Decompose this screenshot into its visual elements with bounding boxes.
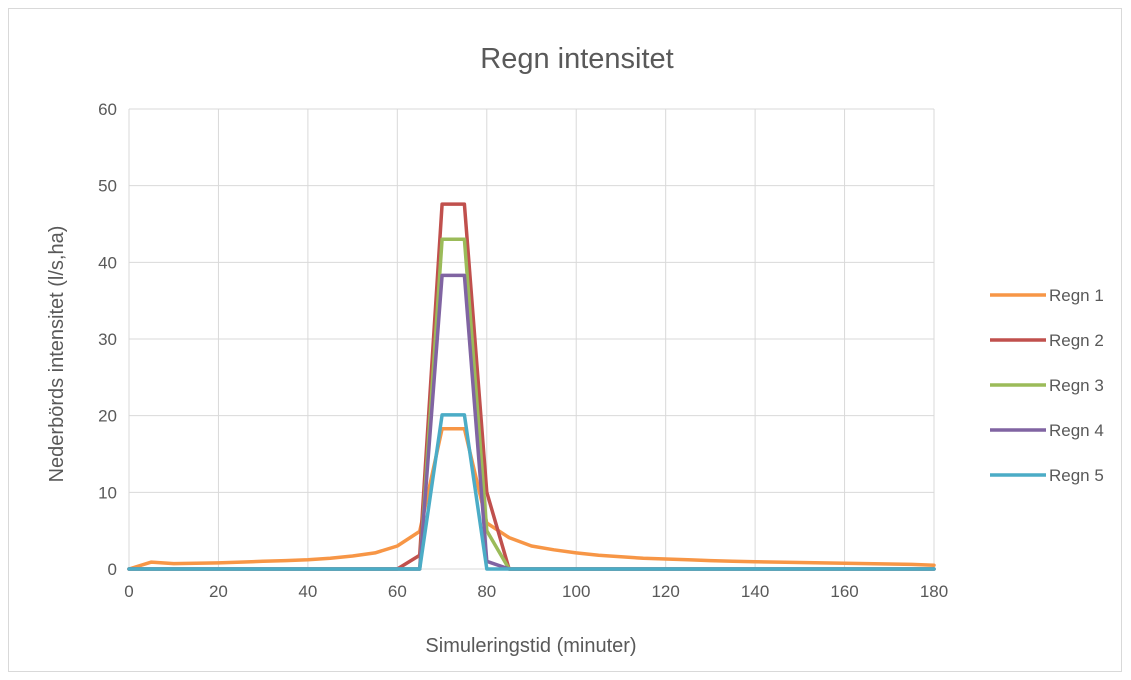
- y-tick-label: 20: [98, 407, 117, 426]
- y-tick-label: 0: [108, 560, 117, 579]
- tick-labels: 0 20 40 60 80 100 120 140 160 180 0 10 20 30 40 50 60: [98, 100, 948, 601]
- x-tick-label: 120: [651, 582, 679, 601]
- legend-item: Regn 5: [990, 466, 1104, 485]
- x-tick-label: 180: [920, 582, 948, 601]
- x-tick-label: 80: [477, 582, 496, 601]
- chart-frame: Regn intensitet 0 20 40 60 80 100 120 140 160 180…: [8, 8, 1122, 672]
- y-tick-label: 30: [98, 330, 117, 349]
- legend-item: Regn 3: [990, 376, 1104, 395]
- legend-item: Regn 2: [990, 331, 1104, 350]
- x-tick-label: 60: [388, 582, 407, 601]
- legend-label: Regn 5: [1049, 466, 1104, 485]
- y-tick-label: 10: [98, 483, 117, 502]
- x-tick-label: 20: [209, 582, 228, 601]
- series-line-4: [127, 273, 936, 571]
- y-tick-label: 40: [98, 253, 117, 272]
- x-tick-label: 100: [562, 582, 590, 601]
- legend-label: Regn 1: [1049, 286, 1104, 305]
- legend-item: Regn 1: [990, 286, 1104, 305]
- x-tick-label: 140: [741, 582, 769, 601]
- y-axis-title: Nederbörds intensitet (l/s,ha): [46, 226, 68, 483]
- y-tick-label: 60: [98, 100, 117, 119]
- x-tick-label: 40: [298, 582, 317, 601]
- x-tick-label: 160: [830, 582, 858, 601]
- legend-label: Regn 4: [1049, 421, 1104, 440]
- series-line-1: [127, 426, 936, 571]
- x-axis-title: Simuleringstid (minuter): [425, 635, 636, 657]
- x-tick-label: 0: [124, 582, 133, 601]
- series-line-3: [127, 237, 936, 571]
- legend-label: Regn 2: [1049, 331, 1104, 350]
- line-chart: Regn intensitet 0 20 40 60 80 100 120 140 160 180…: [46, 43, 1104, 657]
- legend-label: Regn 3: [1049, 376, 1104, 395]
- chart-title: Regn intensitet: [480, 43, 673, 75]
- series-line-2: [127, 202, 936, 571]
- legend: Regn 1 Regn 2 Regn 3 Regn 4 Regn 5: [990, 286, 1104, 485]
- gridlines: [128, 108, 935, 570]
- series-line-5: [127, 413, 936, 571]
- legend-item: Regn 4: [990, 421, 1104, 440]
- y-tick-label: 50: [98, 177, 117, 196]
- series-lines: [127, 202, 936, 571]
